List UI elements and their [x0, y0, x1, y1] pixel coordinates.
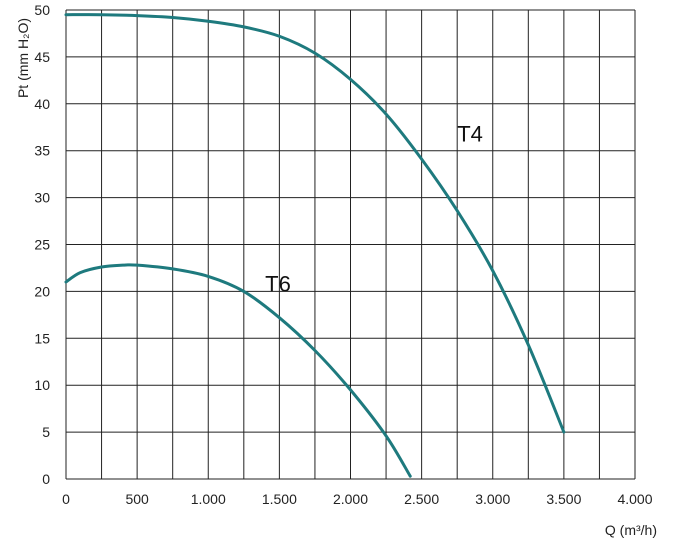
y-tick-label: 40: [34, 96, 50, 112]
x-tick-label: 1.500: [262, 491, 297, 507]
y-tick-label: 5: [42, 424, 50, 440]
y-tick-label: 20: [34, 283, 50, 299]
y-axis-ticks: 0 5 10 15 20 25 30 35 40 45 50: [34, 2, 50, 487]
x-tick-label: 2.500: [404, 491, 439, 507]
x-tick-label: 3.000: [475, 491, 510, 507]
curve-t6: [64, 263, 412, 478]
x-axis-ticks: 0 500 1.000 1.500 2.000 2.500 3.000 3.500 4.000: [62, 491, 653, 507]
y-tick-label: 30: [34, 190, 50, 206]
x-axis-title: Q (m³/h): [605, 522, 657, 538]
x-tick-label: 3.500: [546, 491, 581, 507]
x-tick-label: 1.000: [191, 491, 226, 507]
x-tick-label: 4.000: [617, 491, 652, 507]
curve-t4: [64, 13, 566, 434]
y-tick-label: 10: [34, 377, 50, 393]
y-tick-label: 15: [34, 330, 50, 346]
series-labels: T4 T6: [265, 121, 483, 296]
y-tick-label: 45: [34, 49, 50, 65]
y-tick-label: 25: [34, 237, 50, 253]
series-label-t4: T4: [457, 121, 483, 146]
y-tick-label: 0: [42, 471, 50, 487]
y-axis-title: Pt (mm H₂O): [15, 18, 31, 98]
y-tick-label: 35: [34, 143, 50, 159]
x-tick-label: 500: [125, 491, 149, 507]
y-tick-label: 50: [34, 2, 50, 18]
grid: [65, 9, 636, 480]
series-label-t6: T6: [265, 271, 291, 296]
curves: [64, 13, 566, 478]
x-tick-label: 0: [62, 491, 70, 507]
x-tick-label: 2.000: [333, 491, 368, 507]
